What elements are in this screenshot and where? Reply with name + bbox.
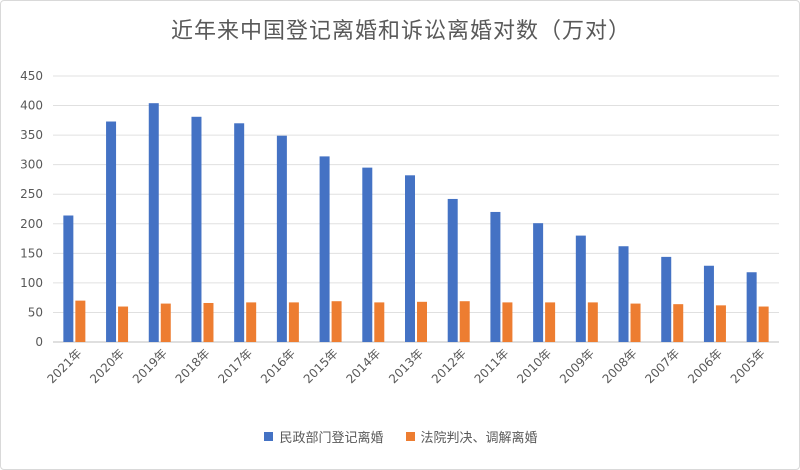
bar-registered-divorce [191, 116, 202, 342]
chart-title: 近年来中国登记离婚和诉讼离婚对数（万对） [170, 19, 631, 44]
bar-court-divorce [288, 302, 299, 342]
y-tick-label: 300 [20, 158, 43, 172]
y-tick-label: 50 [28, 305, 43, 319]
bar-court-divorce [630, 303, 641, 342]
x-tick-label: 2020年 [87, 346, 127, 386]
x-tick-label: 2007年 [642, 346, 682, 386]
bar-registered-divorce [63, 215, 74, 342]
bar-court-divorce [459, 301, 470, 342]
bar-court-divorce [75, 300, 86, 342]
x-tick-label: 2008年 [600, 346, 640, 386]
x-tick-label: 2010年 [514, 346, 554, 386]
y-tick-label: 0 [35, 335, 43, 349]
x-tick-label: 2011年 [472, 346, 512, 386]
x-tick-label: 2012年 [429, 346, 469, 386]
legend-label-court-divorce: 法院判决、调解离婚 [420, 431, 538, 446]
bar-court-divorce [673, 304, 684, 342]
x-tick-label: 2021年 [44, 346, 84, 386]
x-tick-label: 2005年 [728, 346, 768, 386]
bar-court-divorce [374, 302, 385, 342]
y-tick-label: 350 [20, 128, 43, 142]
bar-court-divorce [246, 302, 257, 342]
bar-court-divorce [587, 302, 598, 342]
bar-registered-divorce [533, 223, 544, 342]
bar-registered-divorce [362, 167, 373, 342]
bar-registered-divorce [703, 265, 714, 342]
bar-registered-divorce [148, 103, 159, 343]
legend-item-registered-divorce: 民政部门登记离婚 [264, 427, 384, 446]
x-tick-label: 2013年 [386, 346, 426, 386]
bar-court-divorce [160, 303, 171, 342]
bar-registered-divorce [490, 211, 501, 342]
bar-registered-divorce [575, 235, 586, 342]
x-tick-label: 2015年 [301, 346, 341, 386]
y-tick-label: 150 [20, 246, 43, 260]
legend: 民政部门登记离婚 法院判决、调解离婚 [1, 427, 800, 446]
bar-registered-divorce [234, 123, 245, 343]
x-tick-label: 2009年 [557, 346, 597, 386]
bar-registered-divorce [276, 135, 287, 342]
bar-court-divorce [502, 302, 513, 342]
bar-registered-divorce [746, 272, 757, 342]
bar-court-divorce [118, 306, 129, 342]
bar-court-divorce [331, 301, 342, 342]
x-tick-label: 2019年 [130, 346, 170, 386]
x-tick-label: 2014年 [343, 346, 383, 386]
legend-label-registered-divorce: 民政部门登记离婚 [279, 431, 384, 446]
y-tick-label: 200 [20, 217, 43, 231]
bar-registered-divorce [661, 256, 672, 342]
legend-swatch-court-divorce [405, 432, 415, 441]
bar-court-divorce [758, 306, 769, 342]
bar-court-divorce [715, 305, 726, 342]
bar-registered-divorce [106, 121, 117, 342]
bar-court-divorce [545, 302, 556, 342]
x-tick-label: 2016年 [258, 346, 298, 386]
bar-registered-divorce [447, 198, 458, 342]
bar-registered-divorce [405, 175, 415, 342]
x-tick-label: 2006年 [685, 346, 725, 386]
legend-swatch-registered-divorce [264, 432, 274, 441]
bar-registered-divorce [618, 246, 629, 342]
x-axis-tick-labels: 2021年 2020年 2019年 2018年 2017年 2016年 2015年 2014年… [44, 346, 767, 386]
y-tick-label: 450 [20, 69, 43, 83]
legend-item-court-divorce: 法院判决、调解离婚 [405, 427, 538, 446]
y-tick-label: 250 [20, 187, 43, 201]
gridlines [53, 75, 779, 343]
bars [63, 103, 769, 343]
x-tick-label: 2017年 [215, 346, 255, 386]
x-tick-label: 2018年 [173, 346, 213, 386]
y-axis-tick-labels: 0 50 100 150 200 250 300 350 400 450 [20, 69, 43, 349]
y-tick-label: 400 [20, 99, 43, 113]
bar-court-divorce [203, 302, 214, 342]
bar-registered-divorce [319, 156, 330, 342]
bar-court-divorce [417, 301, 427, 342]
y-tick-label: 100 [20, 276, 43, 290]
